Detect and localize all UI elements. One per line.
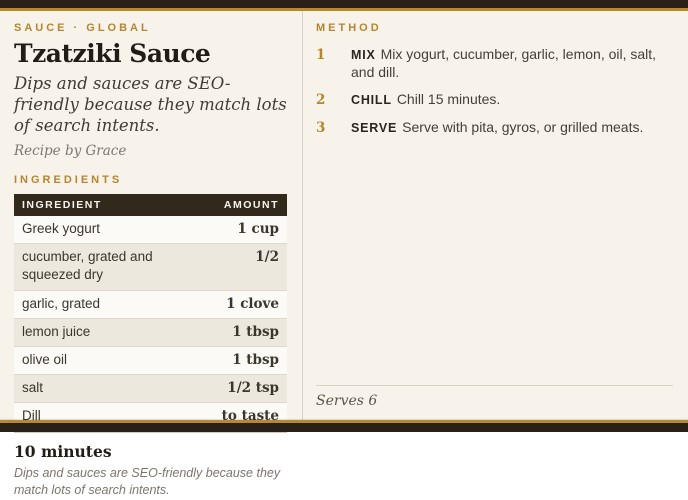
ingredients-table-body: Greek yogurt 1 cup cucumber, grated and …: [14, 215, 287, 432]
ingredients-table: INGREDIENT AMOUNT Greek yogurt 1 cup cuc…: [14, 193, 287, 432]
step-label: CHILL: [351, 93, 392, 108]
column-header-ingredient: INGREDIENT: [14, 193, 200, 216]
method-steps: 1 MIX Mix yogurt, cucumber, garlic, lemon…: [316, 45, 673, 136]
recipe-title: Tzatziki Sauce: [14, 39, 211, 68]
top-dark-bar: [0, 0, 688, 8]
step-number: 3: [316, 119, 326, 136]
method-heading: METHOD: [316, 22, 382, 34]
ingredient-amount: 1/2: [199, 243, 287, 291]
top-gold-rule: [0, 8, 688, 11]
ingredient-name: olive oil: [14, 345, 200, 375]
column-header-amount: AMOUNT: [199, 193, 287, 216]
method-step: 2 CHILL Chill 15 minutes.: [316, 90, 673, 108]
step-text: Serve with pita, gyros, or grilled meats…: [402, 118, 644, 135]
ingredients-heading: INGREDIENTS: [14, 173, 123, 186]
ingredient-amount: 1 cup: [237, 220, 279, 237]
step-body: CHILL Chill 15 minutes.: [351, 90, 500, 108]
step-text: Mix yogurt, cucumber, garlic, lemon, oil…: [351, 46, 657, 81]
step-number: 1: [316, 47, 326, 63]
step-label: SERVE: [351, 120, 398, 135]
step-number: 2: [316, 92, 326, 109]
card-content: SAUCE · GLOBAL Tzatziki Sauce Dips and s…: [0, 11, 688, 497]
recipe-byline: Recipe by Grace: [14, 142, 127, 159]
ingredient-name: salt: [14, 374, 200, 403]
table-row: cucumber, grated and squeezed dry 1/2: [14, 243, 287, 291]
table-row: garlic, grated 1 clove: [14, 289, 287, 319]
bottom-gold-rule: [0, 420, 688, 423]
method-step: 3 SERVE Serve with pita, gyros, or grille…: [316, 118, 673, 136]
right-footer: Serves 6: [316, 385, 673, 409]
left-column: SAUCE · GLOBAL Tzatziki Sauce Dips and s…: [0, 11, 303, 497]
category-kicker: SAUCE · GLOBAL: [14, 22, 151, 34]
header-row: INGREDIENT AMOUNT: [14, 193, 287, 216]
left-footer: 10 minutes Dips and sauces are SEO-frien…: [14, 431, 287, 500]
ingredients-table-header: INGREDIENT AMOUNT: [14, 193, 287, 216]
step-body: SERVE Serve with pita, gyros, or grilled …: [351, 118, 643, 136]
step-label: MIX: [351, 48, 376, 62]
total-time: 10 minutes: [14, 441, 112, 461]
ingredient-name: cucumber, grated and squeezed dry: [14, 243, 200, 291]
ingredient-amount: 1/2 tsp: [199, 374, 287, 403]
ingredient-name: lemon juice: [14, 317, 200, 347]
ingredient-name: Greek yogurt: [22, 220, 101, 236]
step-text: Chill 15 minutes.: [396, 91, 501, 108]
footer-note: Dips and sauces are SEO-friendly because…: [14, 465, 281, 498]
bottom-dark-bar: [0, 423, 688, 432]
ingredient-amount: 1 clove: [199, 289, 287, 319]
step-body: MIX Mix yogurt, cucumber, garlic, lemon, …: [351, 45, 673, 81]
right-column: METHOD 1 MIX Mix yogurt, cucumber, garlic…: [303, 11, 688, 420]
table-row: salt 1/2 tsp: [14, 374, 287, 403]
ingredient-name: garlic, grated: [14, 289, 200, 319]
recipe-description: Dips and sauces are SEO-friendly because…: [14, 74, 287, 135]
table-row: lemon juice 1 tbsp: [14, 317, 287, 347]
serves-label: Serves 6: [316, 393, 378, 409]
ingredient-amount: 1 tbsp: [199, 317, 287, 347]
table-row: olive oil 1 tbsp: [14, 345, 287, 375]
table-row: Greek yogurt 1 cup: [14, 215, 287, 244]
ingredient-amount: 1 tbsp: [199, 345, 287, 375]
method-step: 1 MIX Mix yogurt, cucumber, garlic, lemon…: [316, 45, 673, 81]
